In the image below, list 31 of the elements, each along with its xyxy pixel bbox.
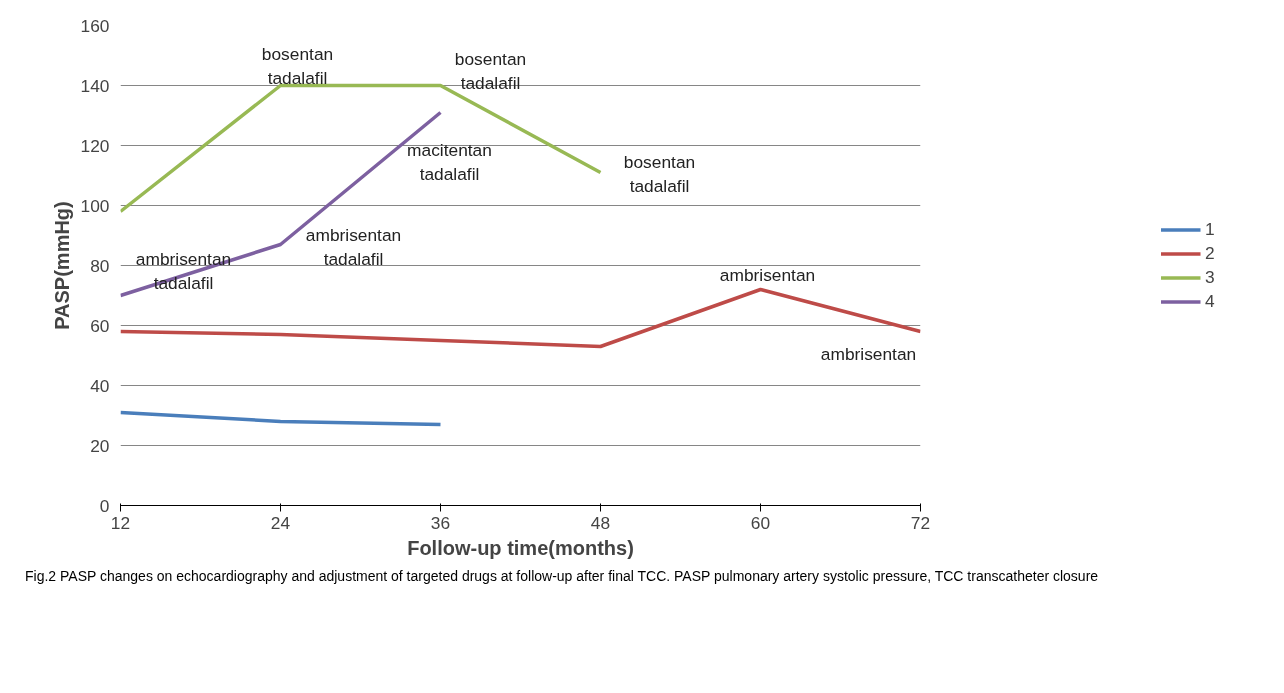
annotation: bosentan tadalafil [261, 43, 334, 88]
caption: Fig.2 PASP changes on echocardiography and adjustment of targeted drugs at follow-up after final TCC. PASP pulmonary artery systolic pressure, TCC transcatheter closure [25, 567, 1099, 586]
annotation: bosentan tadalafil [623, 151, 696, 196]
legend-label: 2 [1205, 242, 1216, 264]
annotation: bosentan tadalafil [454, 48, 527, 93]
x-tick-label: 72 [910, 512, 931, 533]
y-tick-label: 40 [90, 375, 110, 396]
y-tick-label: 140 [80, 75, 110, 96]
y-tick-label: 60 [90, 315, 110, 336]
annotation: ambrisentan [820, 343, 917, 364]
x-axis-title: Follow-up time(months) [407, 536, 634, 559]
annotation: ambrisentan tadalafil [135, 248, 232, 293]
x-tick-label: 48 [590, 512, 611, 533]
legend-label: 3 [1205, 266, 1216, 288]
annotation: ambrisentan tadalafil [305, 224, 402, 269]
annotation: macitentan tadalafil [407, 139, 492, 184]
legend-label: 4 [1205, 290, 1216, 312]
y-tick-label: 80 [90, 255, 110, 276]
y-tick-label: 160 [80, 15, 110, 36]
legend-label: 1 [1205, 218, 1216, 240]
x-tick-label: 36 [430, 512, 451, 533]
y-tick-label: 20 [90, 435, 110, 456]
y-tick-label: 100 [80, 195, 110, 216]
x-tick-label: 24 [270, 512, 291, 533]
annotation: ambrisentan [719, 264, 816, 285]
y-tick-label: 0 [99, 495, 110, 516]
y-tick-label: 120 [80, 135, 110, 156]
x-tick-label: 12 [110, 512, 131, 533]
y-axis-title: PASP(mmHg) [50, 201, 73, 330]
x-tick-label: 60 [750, 512, 771, 533]
line-series [120, 287, 921, 349]
